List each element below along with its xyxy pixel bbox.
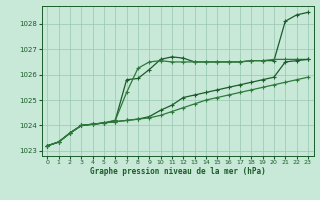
X-axis label: Graphe pression niveau de la mer (hPa): Graphe pression niveau de la mer (hPa): [90, 167, 266, 176]
